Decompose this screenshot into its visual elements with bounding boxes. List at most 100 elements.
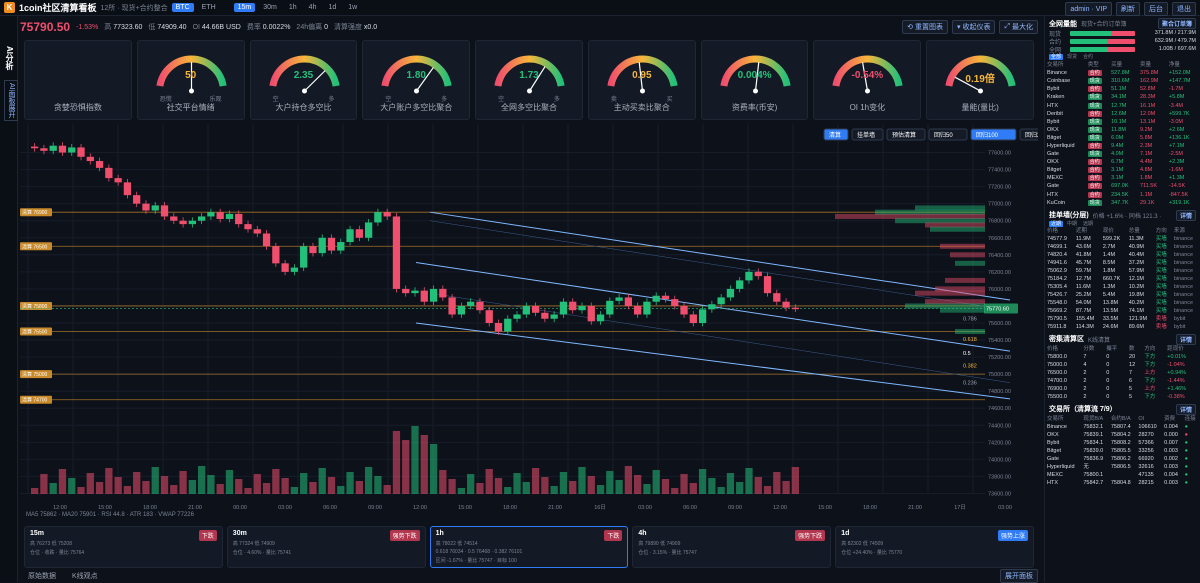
ai-panel-expand-button[interactable]: AI面板展开 — [4, 80, 18, 121]
tf-1w[interactable]: 1w — [348, 4, 358, 11]
column-header: 方向 — [1144, 345, 1156, 352]
tf-30m[interactable]: 30m — [263, 4, 277, 11]
table-row: MEXC 合约 3.1M 1.8M +1.3M — [1045, 174, 1200, 182]
perp-ba: 75804.8 — [1110, 479, 1131, 486]
timeframe-card[interactable]: 15m 下跌高 76273 低 75208 仓位 · 收跌 · 量比 75764 — [24, 526, 223, 568]
wall-tab[interactable]: 近期 — [1049, 220, 1064, 227]
kline-chart[interactable]: 77600.00 77400.00 77200.00 77000.00 76800.00… — [20, 124, 1066, 512]
volume-bar — [698, 469, 707, 494]
candle — [596, 311, 605, 325]
table-row: 76500.0 2 0 7 上方 +0.94% — [1045, 369, 1200, 377]
backstage-button[interactable]: 后台 — [1144, 2, 1168, 16]
column-header: 交易所 — [1047, 415, 1064, 422]
collapse-gauges-button[interactable]: ▾ 收起仪表 — [951, 20, 996, 34]
table-row: 76900.0 2 0 5 上方 +1.46% — [1045, 385, 1200, 393]
candle — [541, 309, 549, 323]
liq-line-label: 清算 76900 — [20, 208, 52, 217]
walls-table: 价格 近期 现价 总量 方向 来源 74577.9 11.9M 599.2K 11.3M 买墙 bin… — [1045, 227, 1200, 331]
reset-chart-button[interactable]: ⟲ 重置图表 — [902, 20, 948, 34]
liqzone-detail-button[interactable]: 详情 — [1175, 333, 1196, 345]
buy-volume: 234.5K — [1111, 191, 1129, 198]
symbol-btc[interactable]: BTC — [171, 3, 194, 12]
app-logo: K — [4, 2, 15, 13]
flow-tab[interactable]: 全部 — [1049, 54, 1064, 60]
exit-button[interactable]: 退出 — [1172, 2, 1196, 16]
timeframe-card[interactable]: 1d 强势上涨高 82302 低 74509 仓位 +24.40% · 量比 757… — [835, 526, 1034, 568]
kline-svg[interactable]: 77600.00 77400.00 77200.00 77000.00 76800.00… — [20, 124, 1066, 512]
volume-bar — [615, 480, 623, 494]
time-tick: 09:00 — [728, 505, 742, 511]
gauge-dial — [720, 55, 791, 94]
volume-bar — [671, 488, 679, 494]
volume-bar — [364, 467, 373, 494]
tab-raw-data[interactable]: 原始数据 — [28, 573, 56, 580]
expand-panel-button[interactable]: 展开面板 — [1000, 569, 1038, 583]
timeframe-card[interactable]: 1h 下跌高 78022 低 74514 0.618 76034 · 0.5 764… — [429, 526, 629, 568]
exch-name: HTX — [1047, 479, 1058, 486]
net-volume: -3.0M — [1168, 118, 1183, 125]
status-dot-icon: ● — [1184, 439, 1188, 446]
volume-bar — [355, 481, 363, 494]
exch-detail-button[interactable]: 详情 — [1175, 403, 1196, 415]
gauge-card: -0.54% OI 1h变化 — [813, 40, 922, 120]
price-tick: 75400.00 — [988, 338, 1011, 344]
walls-detail-button[interactable]: 详情 — [1175, 209, 1196, 221]
column-header: 距现价 — [1167, 345, 1184, 352]
volume-bar — [708, 478, 716, 494]
sell-volume: 4.4M — [1139, 159, 1153, 166]
time-tick: 17日 — [954, 504, 966, 511]
candle — [429, 285, 438, 306]
candle — [327, 234, 336, 254]
candle — [383, 208, 391, 220]
zone-price: 75000.0 — [1047, 361, 1067, 368]
timeframe-card[interactable]: 30m 强势下跌高 77324 低 74909 仓位 · 4.60% · 量比 75… — [226, 526, 426, 568]
tab-kline-view[interactable]: K线观点 — [72, 573, 98, 580]
user-badge[interactable]: admin · VIP — [1065, 2, 1112, 16]
liquidity-bar — [875, 209, 985, 215]
gauge-title: 贪婪恐惧指数 — [53, 103, 102, 112]
wall-total: 11.3M — [1128, 235, 1144, 242]
gauge-needle — [529, 66, 546, 92]
refresh-button[interactable]: 刷新 — [1116, 2, 1140, 16]
exch-funding: 0.003 — [1164, 479, 1178, 486]
overlay-button: 回归200 — [1019, 128, 1066, 141]
wall-near: 45.7M — [1075, 259, 1092, 266]
tf-1d[interactable]: 1d — [328, 4, 337, 11]
tf-4h[interactable]: 4h — [308, 4, 317, 11]
zone-distance: +0.01% — [1167, 353, 1187, 360]
timeframe-card[interactable]: 4h 强势下跌高 79890 低 74909 仓位 · 3.15% · 量比 757… — [632, 526, 832, 568]
liqzone-table: 价格 分数 撮平数方向 距现价 75800.0 7 0 20 下方 +0.01% 75000.0 4 0… — [1045, 345, 1200, 401]
gauge-needle — [416, 67, 435, 92]
volume-bar — [105, 468, 113, 494]
connection-status: ● — [1183, 479, 1200, 487]
aggregate-book-button[interactable]: 聚合订单簿 — [1157, 18, 1196, 29]
gauge-dial — [156, 55, 227, 94]
candle — [281, 259, 289, 276]
column-header: 连接 — [1184, 415, 1196, 422]
candle — [615, 294, 623, 305]
maximize-button[interactable]: ⤢ 最大化 — [999, 20, 1038, 34]
candle — [68, 144, 76, 156]
volume-section-title: 全网量能 现货+合约订单簿 聚合订单簿 — [1045, 18, 1200, 29]
symbol-eth[interactable]: ETH — [201, 4, 216, 11]
flow-tab[interactable]: 合约 — [1083, 54, 1094, 60]
volume-bar — [197, 466, 206, 494]
wall-tab[interactable]: 远期 — [1083, 220, 1094, 227]
zone-price: 74700.0 — [1047, 377, 1067, 384]
zone-score: 2 — [1083, 377, 1087, 384]
wall-tab[interactable]: 中期 — [1067, 220, 1078, 227]
tf-15m[interactable]: 15m — [233, 3, 256, 12]
exchange-name: OKX — [1047, 159, 1059, 166]
card-trend-tag: 下跌 — [198, 530, 217, 541]
flow-tab[interactable]: 现货 — [1067, 54, 1078, 60]
time-tick: 16日 — [594, 504, 606, 511]
net-volume: +2.3M — [1168, 159, 1185, 166]
tf-1h[interactable]: 1h — [288, 4, 297, 11]
type-badge: 现货 — [1087, 102, 1102, 109]
connection-status: ● — [1183, 455, 1200, 463]
stat-liq: 清算强度 x0.0 — [333, 24, 378, 31]
table-row: 74699.1 43.6M 2.7M 40.9M 买墙 binance — [1045, 243, 1200, 251]
spot-ba: 75839.1 — [1083, 431, 1104, 438]
candle — [708, 300, 716, 313]
market-type: 现货 — [1086, 118, 1109, 126]
